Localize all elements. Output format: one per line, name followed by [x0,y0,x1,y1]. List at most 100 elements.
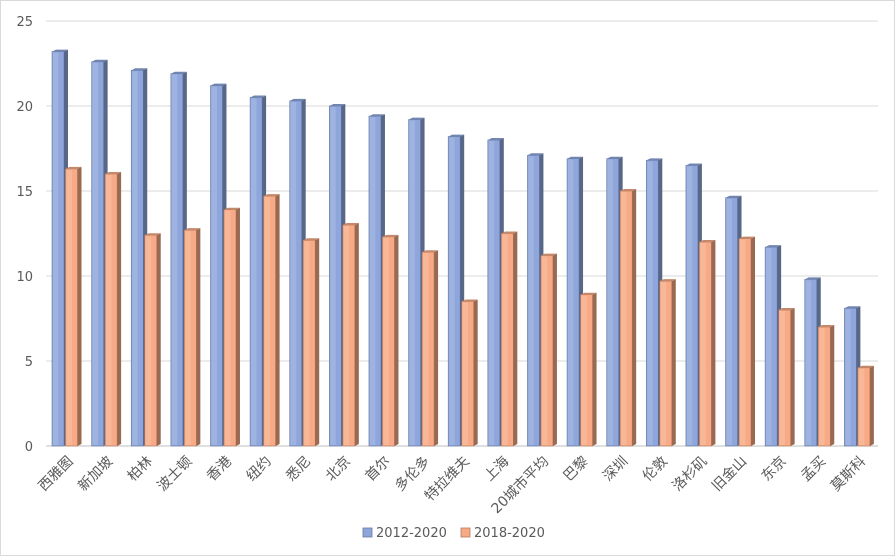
bar [447,134,465,447]
bar [65,166,82,447]
bar-top [765,245,782,248]
bar-side [235,207,240,446]
bar [857,365,874,447]
bar-highlight [845,309,851,445]
bar-highlight [53,52,59,445]
y-tick-label: 5 [25,355,33,370]
bar-highlight [805,280,812,445]
bar-side [552,253,557,446]
bar-highlight [766,248,772,445]
x-tick-label: 孟买 [798,454,829,485]
x-tick-label: 香港 [204,454,235,485]
bar-highlight [330,107,336,445]
bar-side [354,223,359,446]
x-tick-label: 首尔 [362,454,393,485]
bar-highlight [132,71,138,446]
x-tick-label: 新加坡 [75,454,116,495]
bar [302,238,320,447]
bar-top [501,231,518,234]
bar-side [77,166,82,446]
bar-top [804,277,821,280]
bar-side [473,299,478,446]
bar [738,236,756,447]
bar-top [739,236,756,239]
bar-highlight [660,282,667,445]
bar-highlight [581,295,587,445]
bar-top [461,299,478,302]
bar-top [620,189,637,191]
legend-swatch [460,527,471,538]
bar-top [646,158,663,161]
bar-top [818,325,835,327]
y-tick-label: 20 [16,100,33,115]
bar-top [170,71,187,74]
bar [368,114,385,447]
y-tick-label: 10 [16,270,33,285]
y-tick-label: 0 [25,440,33,455]
y-tick-label: 15 [16,185,33,200]
bar-highlight [423,253,429,445]
bar-top [527,153,544,156]
bar-side [196,228,201,446]
bar [659,279,676,447]
bar [421,250,439,447]
legend: 2012-2020 2018-2020 [362,526,545,541]
x-tick-label: 纽约 [244,454,275,485]
bar-top [263,194,280,197]
bar-highlight [488,141,495,445]
x-tick-label: 上海 [481,454,512,485]
bar-highlight [568,159,574,445]
bar-top [131,68,148,71]
bar-highlight [502,234,508,445]
bar-side [751,236,756,446]
bar-top [844,306,861,309]
bar-highlight [607,159,614,445]
bar-side [275,194,280,446]
bar-highlight [145,236,152,445]
bar-highlight [185,231,191,445]
bar-top [52,49,68,52]
bar-highlight [621,192,627,445]
bar-top [448,134,465,137]
bar [540,253,557,447]
bar-highlight [92,62,99,446]
bar-side [434,250,439,446]
bar-side [592,292,597,446]
bar-highlight [343,226,350,445]
bar [263,194,280,447]
bar-highlight [290,101,297,446]
x-tick-label: 伦敦 [640,454,671,485]
bar-highlight [528,156,534,446]
bar-top [422,250,439,253]
bar-top [382,234,399,237]
bar-top [223,207,240,210]
bar-top [606,156,623,159]
bar [685,163,702,447]
bar-highlight [819,328,825,445]
bar-side [830,325,835,446]
x-tick-label: 北京 [323,454,354,485]
bar-highlight [541,256,548,445]
bar-side [156,233,161,446]
x-tick-label: 东京 [759,454,790,485]
bars [51,49,874,447]
bar [619,189,637,447]
bar [778,308,795,447]
bar-side [394,234,399,446]
bar [699,240,716,447]
bar [223,207,240,447]
bar-top [65,166,82,169]
bar-highlight [369,117,376,445]
x-tick-label: 西雅图 [36,454,77,495]
bar-highlight [409,120,415,445]
bar-highlight [858,368,865,445]
bar-highlight [383,237,389,445]
bar-highlight [700,243,706,445]
x-tick-label: 波士顿 [154,454,195,495]
x-tick-label: 莫斯科 [828,454,869,495]
bar-highlight [740,239,746,445]
bar-top [685,163,702,166]
bar-highlight [647,161,653,445]
bar-highlight [224,210,231,445]
